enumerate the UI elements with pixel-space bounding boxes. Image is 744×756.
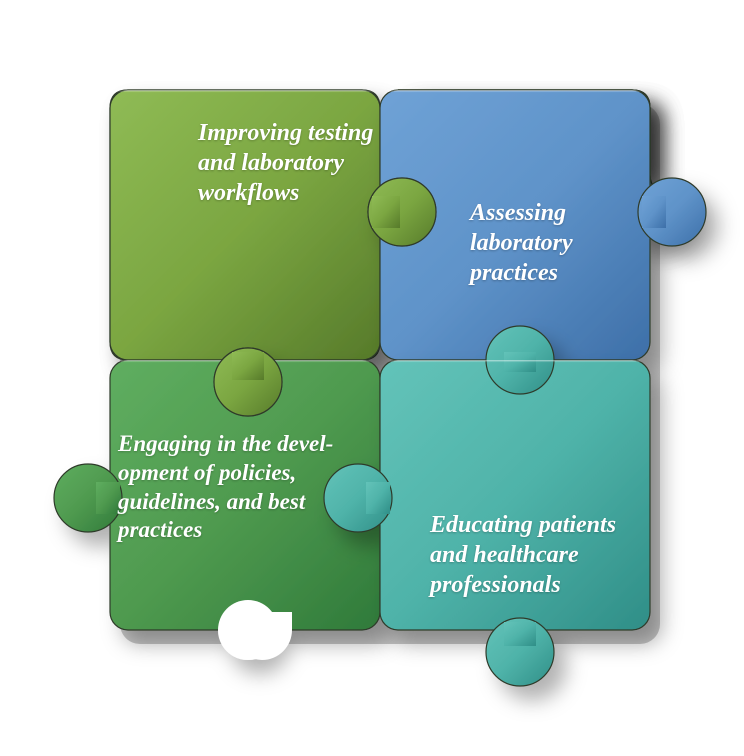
label-bottom-right: Educating patients and healthcare profes… [430, 510, 620, 600]
puzzle-infographic: Improving testing and laboratory workflo… [0, 0, 744, 756]
label-bottom-left: Engaging in the devel-opment of policies… [118, 430, 363, 545]
label-top-left: Improving testing and laboratory workflo… [198, 118, 388, 208]
label-top-right: Assessing laboratory practices [470, 198, 660, 288]
puzzle-svg [0, 0, 744, 756]
